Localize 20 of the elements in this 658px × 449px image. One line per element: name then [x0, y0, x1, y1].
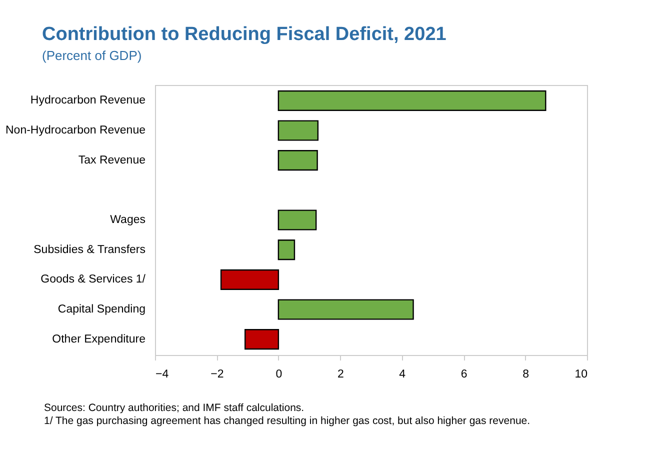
x-tick-label: 8	[522, 368, 529, 380]
x-tick-label: −4	[156, 368, 170, 380]
chart-subtitle: (Percent of GDP)	[42, 48, 142, 63]
x-tick-label: 4	[399, 368, 406, 380]
x-tick-label: 6	[460, 368, 468, 380]
source-note: Sources: Country authorities; and IMF staff calculations.	[44, 402, 306, 415]
chart-title: Contribution to Reducing Fiscal Deficit, 2021	[42, 24, 446, 46]
y-tick-label: Subsidies & Transfers	[34, 244, 146, 256]
y-tick-label: Capital Spending	[58, 304, 146, 316]
x-tick-label: 0	[276, 368, 282, 380]
y-tick-label: Tax Revenue	[78, 154, 146, 166]
text: 1/ The gas purchasing agreement has changed resulting in higher gas cost, but also higher gas revenue.	[44, 415, 532, 428]
y-tick-label: Hydrocarbon Revenue	[30, 94, 146, 107]
y-tick-label: Non-Hydrocarbon Revenue	[6, 124, 146, 136]
y-tick-label: Wages	[110, 214, 146, 226]
y-tick-label: Goods & Services 1/	[40, 274, 146, 286]
y-tick-label: Other Expenditure	[52, 333, 146, 346]
x-tick-label: 10	[574, 368, 588, 380]
x-tick-label: −2	[210, 368, 224, 380]
x-tick-label: 2	[337, 368, 344, 380]
